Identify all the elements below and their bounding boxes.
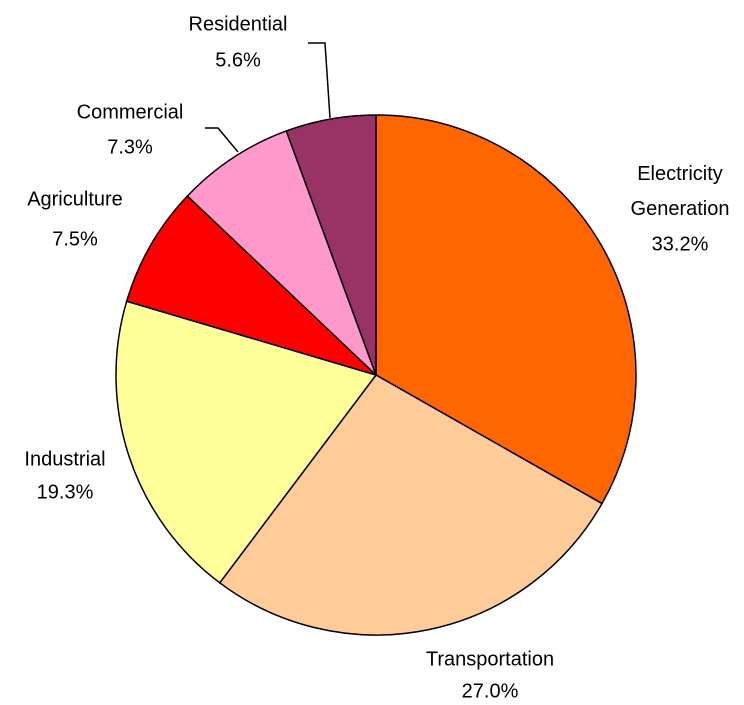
leader-line — [308, 42, 331, 119]
pie-slice — [375, 114, 637, 505]
slice-value: 5.6% — [215, 49, 261, 71]
slice-label: Industrial — [24, 448, 105, 470]
slice-value: 33.2% — [652, 233, 709, 255]
slice-value: 19.3% — [37, 481, 94, 503]
slice-label: Agriculture — [27, 188, 123, 210]
slice-label: Transportation — [426, 648, 554, 670]
slice-label: Residential — [189, 13, 288, 35]
slice-label: Electricity Generation — [631, 163, 730, 220]
pie-slice — [285, 114, 377, 376]
pie-slice — [186, 129, 377, 376]
leader-line — [205, 127, 239, 153]
pie-slice — [115, 300, 378, 584]
slice-value: 7.3% — [107, 136, 153, 158]
slice-value: 7.5% — [52, 228, 98, 250]
slice-value: 27.0% — [462, 680, 519, 702]
pie-slice — [218, 374, 604, 636]
pie-slice — [125, 194, 377, 376]
slice-label: Commercial — [77, 101, 184, 123]
